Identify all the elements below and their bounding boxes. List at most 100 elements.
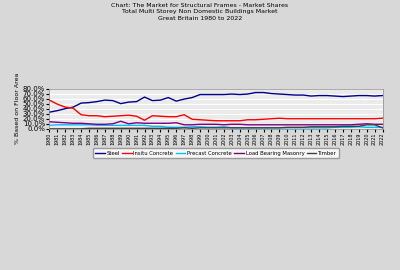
Steel: [142, 96, 147, 99]
Steel: [126, 100, 131, 104]
Insitu Concrete: [47, 99, 52, 102]
Line: Timber: Timber: [49, 125, 382, 129]
Load Bearing Masonry: [222, 123, 226, 126]
Steel: [317, 94, 322, 97]
Timber: [198, 126, 202, 129]
Line: Load Bearing Masonry: Load Bearing Masonry: [49, 121, 382, 125]
Precast Concrete: [340, 126, 345, 129]
Insitu Concrete: [55, 103, 60, 106]
Timber: [237, 126, 242, 129]
Insitu Concrete: [222, 119, 226, 122]
Steel: [174, 99, 179, 103]
Steel: [340, 95, 345, 98]
Insitu Concrete: [206, 119, 210, 122]
Load Bearing Masonry: [324, 123, 329, 126]
Steel: [222, 93, 226, 96]
Load Bearing Masonry: [94, 123, 99, 126]
Timber: [206, 126, 210, 129]
Insitu Concrete: [174, 115, 179, 118]
Precast Concrete: [118, 124, 123, 127]
Insitu Concrete: [214, 119, 218, 122]
Precast Concrete: [71, 123, 76, 126]
Steel: [356, 94, 361, 97]
Insitu Concrete: [380, 117, 385, 120]
Steel: [55, 109, 60, 112]
Steel: [102, 99, 107, 102]
Steel: [261, 91, 266, 94]
Load Bearing Masonry: [253, 123, 258, 126]
Timber: [277, 126, 282, 129]
Insitu Concrete: [253, 118, 258, 122]
Timber: [110, 127, 115, 130]
Steel: [348, 94, 353, 98]
Insitu Concrete: [86, 114, 91, 117]
Insitu Concrete: [118, 114, 123, 117]
Load Bearing Masonry: [348, 123, 353, 126]
Precast Concrete: [166, 126, 171, 129]
Insitu Concrete: [348, 117, 353, 120]
Steel: [309, 94, 314, 98]
Timber: [285, 126, 290, 129]
Load Bearing Masonry: [261, 123, 266, 126]
Load Bearing Masonry: [79, 122, 84, 125]
Load Bearing Masonry: [102, 123, 107, 126]
Precast Concrete: [134, 124, 139, 127]
Timber: [86, 127, 91, 130]
Insitu Concrete: [285, 117, 290, 120]
Precast Concrete: [102, 124, 107, 127]
Timber: [190, 127, 194, 130]
Load Bearing Masonry: [229, 123, 234, 126]
Load Bearing Masonry: [110, 122, 115, 125]
Steel: [182, 97, 186, 101]
Precast Concrete: [174, 126, 179, 129]
Steel: [190, 96, 194, 99]
Load Bearing Masonry: [245, 123, 250, 126]
Insitu Concrete: [166, 115, 171, 118]
Steel: [269, 92, 274, 95]
Insitu Concrete: [198, 118, 202, 122]
Steel: [63, 107, 68, 110]
Insitu Concrete: [110, 114, 115, 118]
Timber: [293, 126, 298, 129]
Insitu Concrete: [261, 118, 266, 121]
Insitu Concrete: [269, 117, 274, 120]
Timber: [174, 127, 179, 130]
Steel: [364, 94, 369, 97]
Insitu Concrete: [229, 119, 234, 122]
Steel: [134, 100, 139, 103]
Precast Concrete: [380, 126, 385, 129]
Precast Concrete: [324, 126, 329, 129]
Insitu Concrete: [245, 118, 250, 122]
Precast Concrete: [261, 126, 266, 129]
Precast Concrete: [110, 124, 115, 127]
Load Bearing Masonry: [47, 120, 52, 123]
Precast Concrete: [285, 126, 290, 129]
Precast Concrete: [198, 125, 202, 129]
Load Bearing Masonry: [86, 122, 91, 125]
Insitu Concrete: [237, 119, 242, 122]
Insitu Concrete: [182, 113, 186, 116]
Load Bearing Masonry: [126, 122, 131, 125]
Load Bearing Masonry: [166, 122, 171, 125]
Steel: [253, 91, 258, 94]
Precast Concrete: [301, 126, 306, 129]
Steel: [86, 101, 91, 104]
Timber: [253, 126, 258, 129]
Load Bearing Masonry: [356, 123, 361, 126]
Insitu Concrete: [142, 119, 147, 122]
Y-axis label: % Based on Floor Area: % Based on Floor Area: [15, 73, 20, 144]
Load Bearing Masonry: [182, 123, 186, 126]
Insitu Concrete: [158, 114, 163, 118]
Line: Insitu Concrete: Insitu Concrete: [49, 100, 382, 121]
Precast Concrete: [348, 126, 353, 129]
Insitu Concrete: [150, 114, 155, 117]
Load Bearing Masonry: [364, 122, 369, 125]
Timber: [269, 126, 274, 129]
Precast Concrete: [94, 124, 99, 127]
Steel: [237, 93, 242, 96]
Line: Precast Concrete: Precast Concrete: [49, 125, 382, 128]
Load Bearing Masonry: [237, 123, 242, 126]
Timber: [222, 126, 226, 129]
Precast Concrete: [245, 126, 250, 129]
Insitu Concrete: [190, 118, 194, 121]
